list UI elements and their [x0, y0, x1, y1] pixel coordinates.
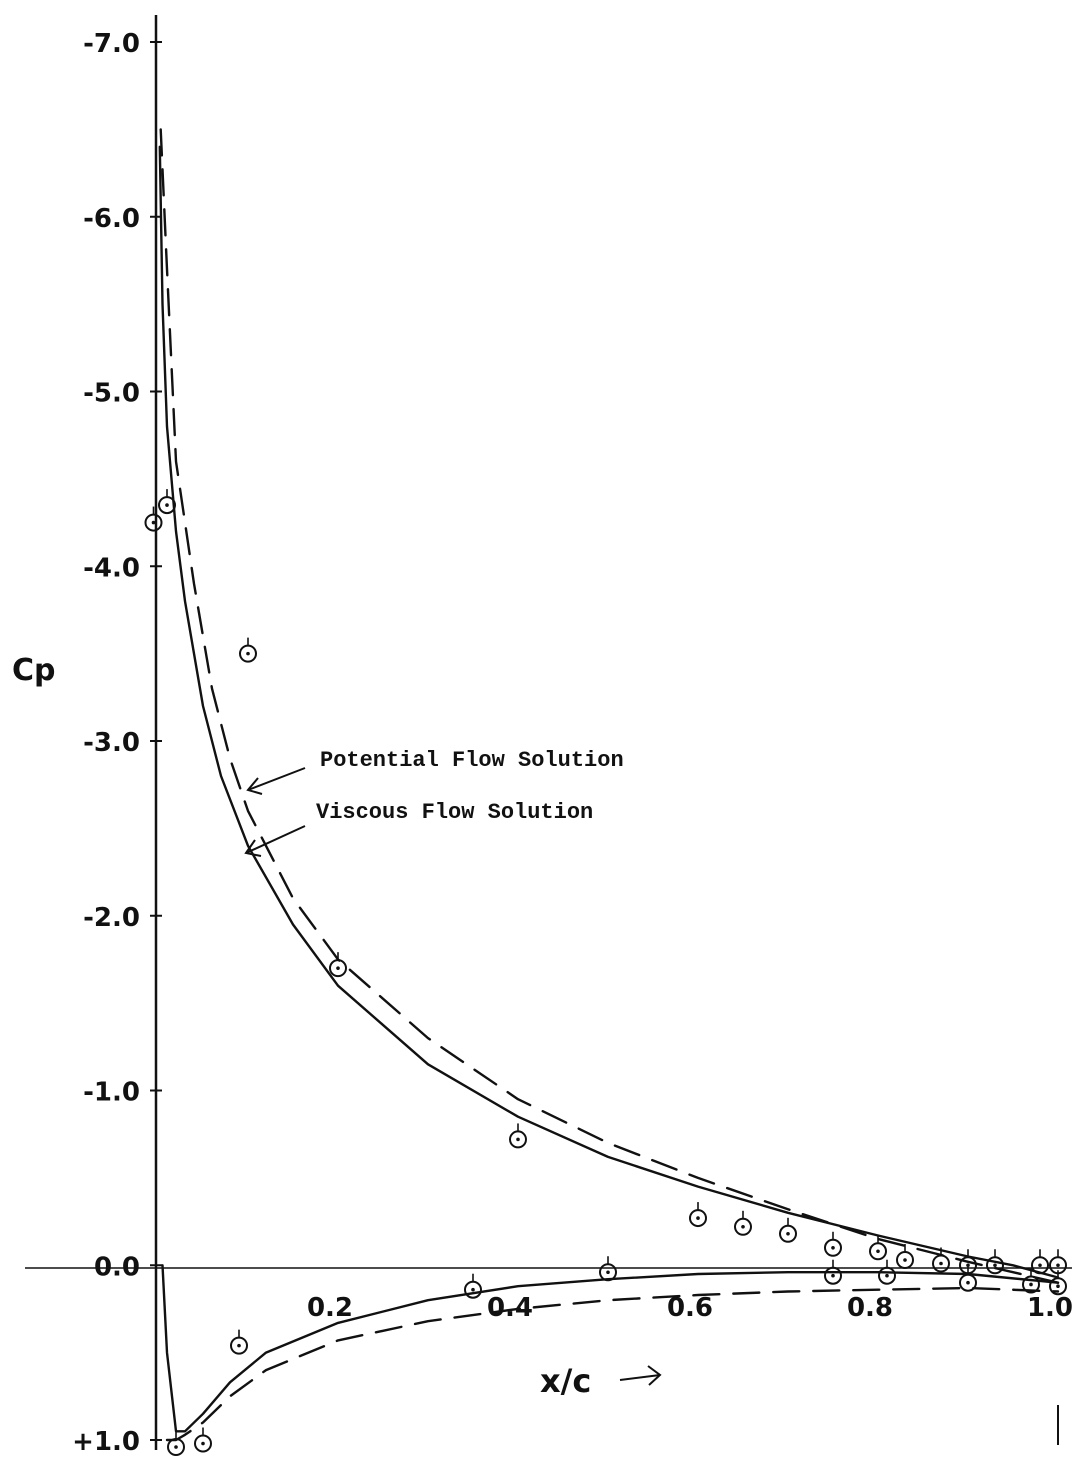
series-line-2 — [165, 1286, 1060, 1442]
data-point-dot — [831, 1273, 835, 1278]
x-tick-label: 0.4 — [487, 1293, 533, 1323]
data-point-dot — [993, 1263, 997, 1268]
data-point-dot — [151, 520, 156, 525]
potential-flow-leader — [247, 767, 306, 791]
data-point-dot — [174, 1445, 178, 1449]
y-tick-label: -7.0 — [83, 29, 140, 59]
y-tick-label: -3.0 — [83, 728, 140, 758]
data-point — [464, 1273, 482, 1299]
y-axis-label: Cp — [12, 653, 56, 688]
data-point-dot — [786, 1231, 790, 1236]
x-tick-layer: 0.2 0.4 0.6 0.8 1.0 — [307, 1293, 1073, 1323]
data-point — [194, 1427, 212, 1453]
data-point — [509, 1123, 527, 1149]
data-point-dot — [606, 1270, 610, 1275]
data-point — [230, 1329, 248, 1355]
data-point — [239, 637, 257, 663]
data-point-dot — [876, 1249, 880, 1254]
data-point — [689, 1202, 707, 1228]
data-point — [986, 1249, 1004, 1275]
data-point-dot — [201, 1441, 205, 1446]
data-point — [779, 1217, 797, 1243]
data-point-dot — [1056, 1263, 1060, 1268]
x-axis-arrow-head — [647, 1365, 662, 1386]
series-line-3 — [161, 1264, 1060, 1433]
data-point — [1022, 1268, 1040, 1294]
potential-flow-leader-head — [246, 777, 263, 795]
data-point-dot — [1029, 1282, 1033, 1287]
viscous-flow-annotation: Viscous Flow Solution — [316, 800, 593, 825]
data-point-dot — [336, 966, 340, 970]
y-tick-layer: -7.0 -6.0 -5.0 -4.0 -3.0 -2.0 -1.0 0.0 +1.0 — [72, 29, 162, 1457]
data-point — [144, 506, 163, 532]
y-tick-label: -2.0 — [83, 903, 140, 933]
x-axis-label: x/c — [540, 1362, 591, 1400]
data-point-dot — [696, 1216, 700, 1220]
x-tick-label: 0.6 — [667, 1293, 713, 1323]
y-tick-label: +1.0 — [72, 1427, 140, 1457]
data-point — [329, 952, 347, 978]
data-point — [878, 1259, 896, 1285]
series-line-0 — [159, 128, 1060, 1284]
x-tick-label: 0.8 — [847, 1293, 893, 1323]
data-point-dot — [1056, 1284, 1060, 1289]
data-point — [1031, 1249, 1049, 1275]
y-tick-label: 0.0 — [94, 1252, 140, 1282]
data-point-dot — [1038, 1263, 1042, 1268]
data-point-dot — [885, 1273, 889, 1278]
x-tick-label: 1.0 — [1027, 1293, 1073, 1323]
data-point — [167, 1430, 185, 1456]
data-point — [824, 1231, 842, 1257]
data-point — [932, 1247, 950, 1273]
potential-flow-annotation: Potential Flow Solution — [320, 748, 624, 773]
viscous-flow-leader — [245, 825, 306, 854]
data-point — [599, 1256, 617, 1282]
data-point — [896, 1244, 914, 1270]
viscous-flow-leader-head — [244, 839, 262, 857]
data-point-dot — [966, 1263, 970, 1268]
x-tick-label: 0.2 — [307, 1293, 353, 1323]
data-point — [959, 1266, 977, 1292]
y-tick-label: -5.0 — [83, 379, 140, 409]
marker-layer — [144, 489, 1067, 1456]
data-point — [734, 1210, 752, 1236]
data-point — [158, 489, 176, 515]
x-axis-arrow-shaft — [619, 1374, 661, 1381]
data-point — [1049, 1249, 1067, 1275]
data-point — [824, 1259, 842, 1285]
data-point-dot — [471, 1287, 475, 1292]
series-layer — [158, 128, 1060, 1442]
data-point-dot — [966, 1280, 970, 1285]
data-point-dot — [165, 503, 169, 507]
series-line-1 — [158, 145, 1060, 1279]
data-point-dot — [741, 1225, 745, 1229]
data-point — [869, 1235, 887, 1261]
data-point-dot — [939, 1261, 943, 1266]
data-point-dot — [831, 1245, 835, 1250]
data-point — [1049, 1270, 1067, 1296]
data-point-dot — [516, 1137, 520, 1142]
y-tick-label: -1.0 — [83, 1078, 140, 1108]
y-tick-label: -4.0 — [83, 553, 140, 583]
data-point-dot — [903, 1258, 907, 1262]
data-point-dot — [246, 651, 250, 656]
data-point-dot — [237, 1343, 241, 1348]
y-tick-label: -6.0 — [83, 204, 140, 234]
